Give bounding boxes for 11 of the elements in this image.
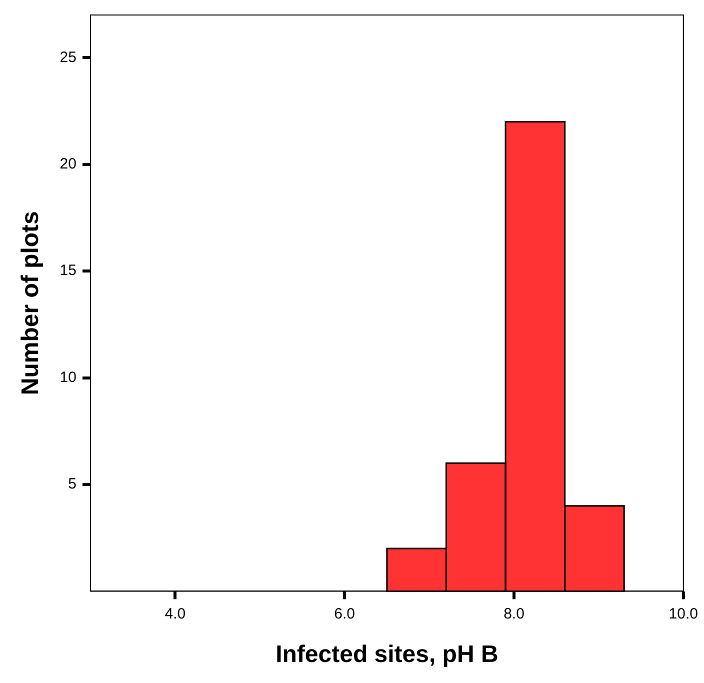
y-tick-label: 25 [60,48,76,66]
y-tick-label: 10 [60,368,76,386]
y-tick-label: 15 [60,262,76,280]
x-tick-label: 6.0 [334,605,356,622]
y-tick-label: 5 [68,476,76,493]
y-axis-title: Number of plots [17,211,44,396]
x-tick-label: 8.0 [504,605,524,622]
x-tick-label: 4.0 [164,605,186,622]
y-tick-label: 20 [60,156,76,173]
x-axis-title: Infected sites, pH B [276,641,498,668]
x-tick-label: 10.0 [668,605,698,622]
